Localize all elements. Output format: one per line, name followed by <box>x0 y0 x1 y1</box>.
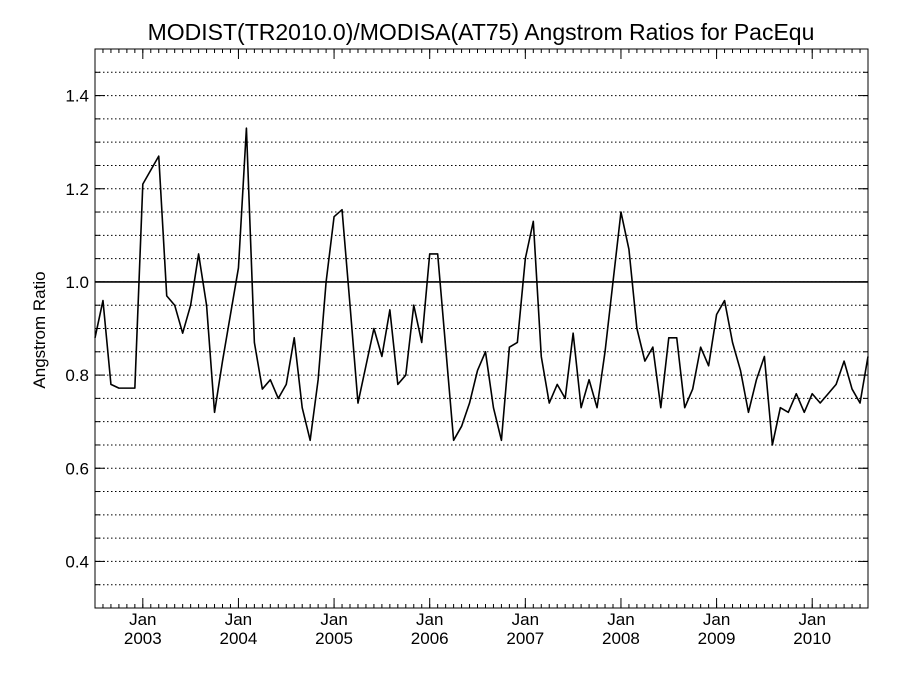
x-tick-year-label: 2009 <box>698 629 736 648</box>
y-axis-label: Angstrom Ratio <box>30 271 49 388</box>
grid <box>95 71 868 586</box>
x-tick-month-label: Jan <box>416 610 443 629</box>
x-tick-year-label: 2003 <box>124 629 162 648</box>
y-tick-label: 0.8 <box>65 366 89 385</box>
series-line <box>94 127 869 446</box>
x-tick-year-label: 2004 <box>220 629 258 648</box>
x-tick-month-label: Jan <box>799 610 826 629</box>
x-tick-year-label: 2007 <box>506 629 544 648</box>
x-tick-month-label: Jan <box>703 610 730 629</box>
x-tick-year-label: 2005 <box>315 629 353 648</box>
y-tick-label: 0.4 <box>65 552 89 571</box>
y-tick-label: 1.4 <box>65 87 89 106</box>
x-tick-month-label: Jan <box>320 610 347 629</box>
series-group <box>94 127 869 446</box>
x-tick-year-label: 2010 <box>793 629 831 648</box>
x-tick-year-label: 2006 <box>411 629 449 648</box>
y-tick-label: 0.6 <box>65 459 89 478</box>
x-tick-month-label: Jan <box>512 610 539 629</box>
x-tick-year-label: 2008 <box>602 629 640 648</box>
x-tick-month-label: Jan <box>129 610 156 629</box>
y-tick-label: 1.2 <box>65 180 89 199</box>
x-tick-month-label: Jan <box>607 610 634 629</box>
x-tick-month-label: Jan <box>225 610 252 629</box>
y-tick-label: 1.0 <box>65 273 89 292</box>
ticks: 0.40.60.81.01.21.4Jan2003Jan2004Jan2005J… <box>65 48 869 648</box>
chart-title: MODIST(TR2010.0)/MODISA(AT75) Angstrom R… <box>148 19 815 45</box>
